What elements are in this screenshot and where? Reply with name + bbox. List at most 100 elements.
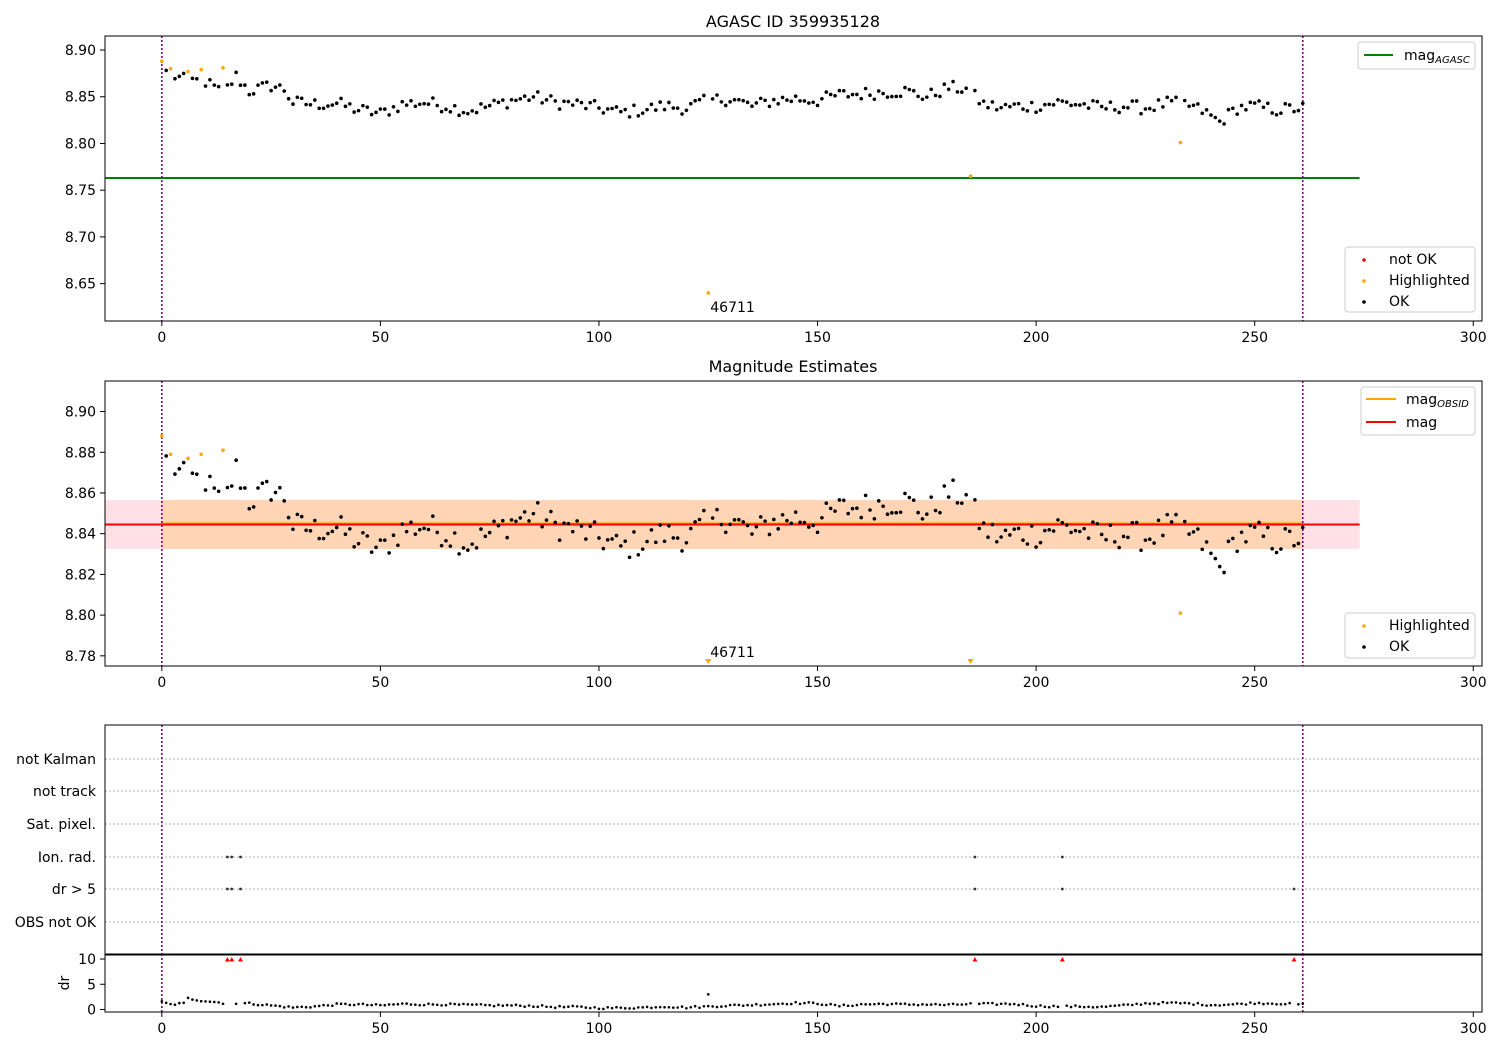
ok-point — [339, 96, 343, 101]
ok-point — [1200, 111, 1205, 116]
y-tick-label: 8.82 — [65, 567, 96, 583]
ok-point — [378, 538, 383, 542]
ok-point — [492, 98, 496, 103]
ok-point — [925, 512, 929, 516]
ok-point — [684, 541, 689, 545]
ok-point — [946, 87, 951, 92]
ok-point — [1095, 522, 1100, 526]
flag-point — [239, 887, 242, 891]
dr-point — [199, 999, 203, 1003]
dr-point — [261, 1003, 264, 1007]
ok-point — [662, 107, 667, 112]
dr-point — [1283, 1002, 1287, 1006]
ok-point — [216, 84, 221, 89]
flag-point — [1060, 887, 1064, 891]
ok-point — [1226, 539, 1231, 544]
y-tick-label: 0 — [87, 1002, 96, 1018]
ok-point — [348, 527, 352, 531]
ok-point — [549, 94, 553, 98]
ok-point — [1270, 111, 1274, 115]
ok-point — [920, 517, 925, 521]
highlighted-point — [160, 434, 164, 438]
ok-point — [999, 535, 1003, 539]
highlighted-point — [186, 456, 190, 461]
ok-point — [684, 108, 689, 113]
ok-point — [632, 530, 636, 534]
ok-point — [514, 519, 518, 524]
ok-point — [789, 99, 794, 104]
dr-point — [711, 1005, 714, 1008]
ok-point — [177, 74, 182, 79]
dr-point — [1008, 1003, 1012, 1006]
ok-point — [409, 520, 413, 525]
ok-point — [404, 103, 409, 107]
ok-point — [951, 478, 955, 483]
ok-point — [780, 95, 785, 100]
ok-point — [667, 524, 671, 528]
ok-point — [553, 520, 558, 525]
dr-point — [392, 1003, 395, 1006]
ok-point — [343, 532, 348, 536]
x-tick-label: 300 — [1460, 330, 1487, 346]
ok-point — [610, 537, 614, 541]
ok-point — [890, 94, 894, 99]
y-tick-label: 8.70 — [65, 230, 96, 246]
ok-point — [260, 481, 265, 485]
ok-point — [636, 113, 641, 118]
ok-point — [1187, 104, 1191, 109]
dr-point — [1144, 1001, 1147, 1005]
ok-point — [898, 94, 903, 99]
ok-point — [745, 100, 750, 105]
ok-point — [688, 101, 693, 106]
ok-point — [343, 104, 348, 109]
ok-point — [1283, 102, 1288, 106]
legend-label-highlighted: Highlighted — [1389, 273, 1470, 289]
dr-point — [829, 1002, 832, 1006]
ok-point — [396, 543, 400, 548]
ok-point — [251, 505, 256, 509]
ok-point — [828, 92, 833, 97]
dr-point — [715, 1005, 719, 1009]
plot-frame — [104, 724, 1483, 956]
dr-point — [650, 1006, 653, 1010]
ok-point — [190, 471, 195, 475]
y-tick-label: 8.85 — [65, 90, 96, 106]
ok-point — [562, 99, 566, 104]
plot-frame — [104, 35, 1483, 322]
dr-point — [562, 1005, 566, 1009]
ok-point — [1287, 529, 1292, 534]
dr-point — [820, 1003, 824, 1007]
ok-point — [841, 88, 846, 93]
ok-point — [1091, 520, 1095, 524]
plot-area: not Kalman not track Sat. pixel. Ion. rad. d… — [15, 725, 1482, 955]
dr-point — [964, 1002, 968, 1006]
panel-magnitude-estimates: Magnitude Estimates 46711 8.788.808.828.… — [65, 357, 1487, 691]
ok-point — [452, 531, 457, 535]
ok-point — [531, 95, 536, 99]
dr-point — [873, 1002, 876, 1006]
ok-point — [745, 523, 750, 528]
ok-point — [933, 508, 938, 513]
dr-point — [676, 1006, 679, 1009]
highlighted-point — [199, 452, 203, 457]
dr-point — [842, 1003, 846, 1007]
ok-point — [553, 99, 558, 103]
dr-point — [868, 1003, 872, 1006]
dr-point — [921, 1003, 924, 1006]
ok-point — [1003, 102, 1008, 107]
dr-point — [1192, 1003, 1195, 1006]
ok-point — [872, 97, 877, 102]
ok-point — [680, 112, 684, 116]
dr-point — [606, 1005, 610, 1009]
flag-label: dr > 5 — [52, 882, 96, 898]
ok-point — [208, 474, 212, 479]
ok-point — [487, 530, 492, 535]
dr-point — [833, 1003, 837, 1007]
ok-point — [479, 527, 483, 531]
dr-point — [1082, 1005, 1086, 1009]
dr-point — [798, 1002, 802, 1006]
dr-point — [374, 1002, 378, 1006]
ok-point — [413, 104, 418, 109]
ok-point — [986, 535, 990, 539]
ok-point — [627, 555, 632, 560]
